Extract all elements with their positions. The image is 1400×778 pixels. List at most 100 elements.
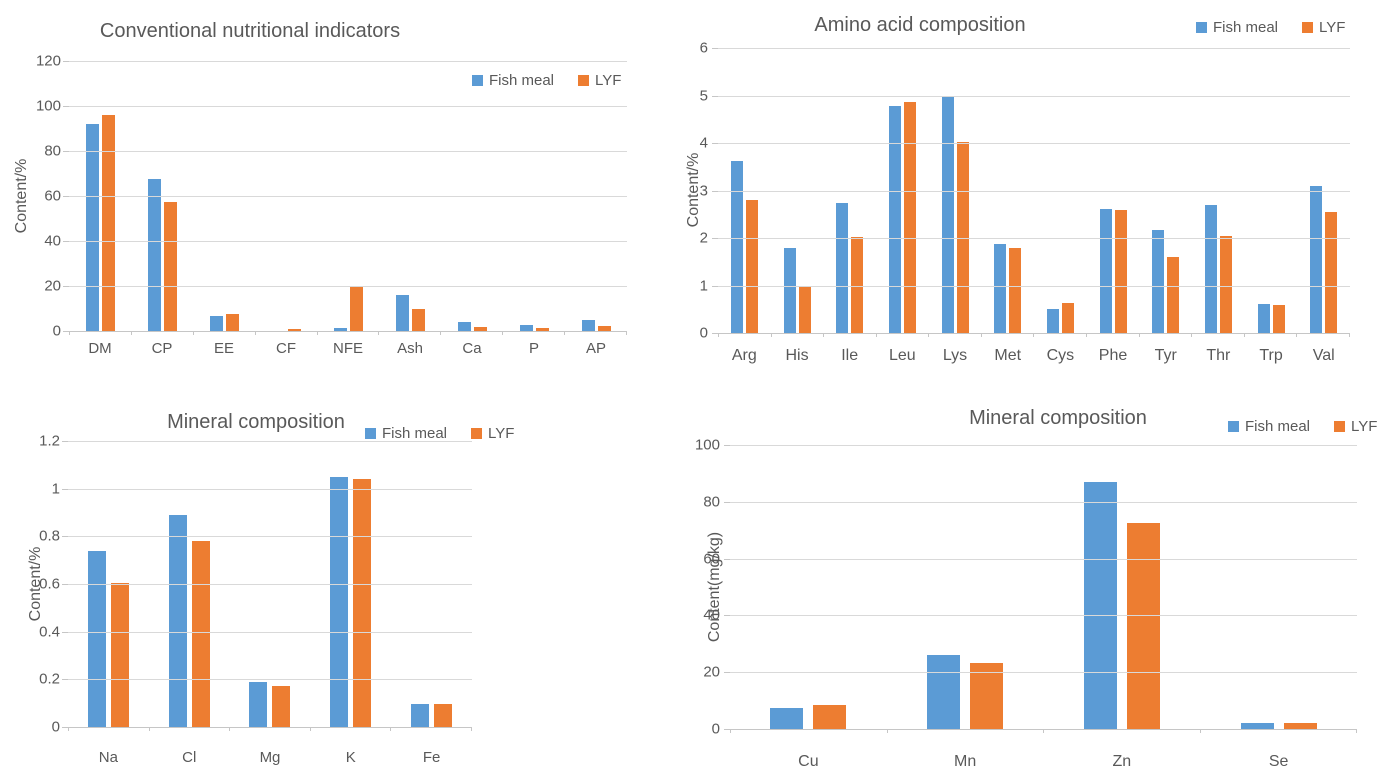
x-axis-tick-cell: [503, 331, 566, 335]
bar-group: [771, 48, 824, 333]
bar: [770, 708, 804, 729]
x-axis-label: Fe: [422, 749, 441, 766]
gridline: [730, 445, 1357, 446]
x-axis-label: Phe: [1098, 347, 1128, 364]
x-axis-tick-cell: [1201, 729, 1357, 733]
y-axis-tick-label: 40: [703, 606, 720, 624]
bar-group: [193, 61, 255, 331]
bar: [851, 236, 864, 333]
y-axis-tickmark: [724, 672, 730, 674]
y-axis-tickmark: [724, 558, 730, 560]
bar-group: [823, 48, 876, 333]
y-axis-tickmark: [712, 285, 718, 287]
bar: [941, 95, 954, 333]
bar: [813, 705, 847, 729]
bar-group: [1297, 48, 1350, 333]
bar-group: [230, 441, 311, 727]
bar-group: [68, 441, 149, 727]
bar: [147, 179, 161, 331]
x-axis-labels: Cu Mn Zn Se: [730, 753, 1357, 771]
y-axis-tickmark: [63, 286, 69, 287]
x-axis-label: Cl: [182, 749, 197, 766]
y-axis-tickmark: [712, 238, 718, 239]
y-axis-tick-label: 80: [703, 493, 720, 511]
x-axis-label: Cys: [1046, 347, 1075, 364]
legend-label-fish-meal: Fish meal: [489, 72, 555, 89]
x-axis-label: DM: [88, 340, 112, 357]
legend-swatch-fish-meal-icon: [1228, 421, 1239, 432]
y-axis-tick-label: 100: [694, 436, 720, 454]
y-axis-tickmark: [712, 190, 718, 192]
gridline: [69, 106, 627, 107]
bar-group: [131, 61, 193, 331]
legend-swatch-fish-meal-icon: [365, 428, 376, 439]
gridline: [69, 196, 627, 197]
bar: [1257, 303, 1270, 333]
gridline: [718, 238, 1350, 239]
x-axis-tick-cell: [982, 333, 1035, 337]
x-axis-label: CF: [276, 340, 296, 357]
bar-group: [929, 48, 982, 333]
y-axis-tick-label: 0: [52, 322, 61, 340]
bar: [1099, 208, 1112, 333]
bar: [225, 314, 239, 331]
y-axis-tickmark: [63, 196, 69, 197]
x-axis-tick-cell: [379, 331, 442, 335]
bar-group: [1034, 48, 1087, 333]
legend-label-lyf: LYF: [595, 72, 622, 89]
legend-item-lyf: LYF: [1334, 418, 1377, 435]
x-axis-tick-cell: [1192, 333, 1245, 337]
y-axis-tick-labels: 0 1 2 3 4 5 6: [680, 40, 708, 342]
gridline: [69, 241, 627, 242]
x-axis-tick-cell: [132, 331, 194, 335]
bar-group: [441, 61, 503, 331]
x-axis-label: Na: [98, 749, 118, 766]
chart-title: Amino acid composition: [814, 14, 1026, 36]
bar: [1009, 248, 1022, 333]
x-axis-tickmarks: [68, 727, 472, 731]
bar: [110, 582, 129, 727]
x-axis-label: Leu: [889, 347, 916, 364]
y-axis-tick-label: 2: [699, 229, 708, 247]
y-axis-tickmark: [724, 445, 730, 446]
x-axis-label: Tyr: [1154, 347, 1177, 364]
x-axis-tick-cell: [1297, 333, 1350, 337]
bar: [85, 124, 99, 331]
bar: [457, 322, 471, 331]
y-axis-tick-label: 6: [699, 39, 708, 57]
bar: [519, 324, 533, 331]
x-axis-tick-cell: [565, 331, 628, 335]
x-axis-tick-cell: [877, 333, 930, 337]
bar: [209, 316, 223, 331]
legend-swatch-lyf-icon: [578, 75, 590, 86]
gridline: [68, 584, 472, 585]
y-axis-tickmark: [63, 241, 69, 242]
legend-item-fish-meal: Fish meal: [472, 72, 554, 89]
bar: [970, 662, 1004, 729]
y-axis-tick-label: 40: [44, 232, 61, 250]
bar: [353, 479, 372, 727]
bar-group: [503, 61, 565, 331]
x-axis-tick-cell: [718, 333, 772, 337]
y-axis-tickmark: [63, 151, 69, 152]
gridline: [68, 488, 472, 490]
y-axis-tick-labels: 0 0.2 0.4 0.6 0.8 1 1.2: [14, 433, 60, 736]
y-axis-tick-label: 1: [51, 480, 60, 498]
x-axis-labels: Na Cl Mg K Fe: [68, 749, 472, 766]
x-axis-tick-cell: [441, 331, 504, 335]
x-axis-tick-cell: [1245, 333, 1298, 337]
y-axis-tick-label: 1: [699, 277, 708, 294]
bar: [249, 681, 268, 727]
x-axis-label: His: [785, 347, 809, 364]
y-axis-tick-label: 20: [703, 663, 720, 681]
y-axis-tick-labels: 0 20 40 60 80 100: [692, 437, 720, 738]
x-axis-tick-cell: [391, 727, 472, 731]
x-axis-label: P: [528, 340, 539, 357]
gridline: [69, 61, 627, 62]
x-axis-label: EE: [213, 340, 234, 357]
bar: [581, 320, 595, 331]
x-axis-tickmarks: [730, 729, 1357, 733]
bar-group: [565, 61, 627, 331]
bar: [168, 514, 187, 727]
bar: [1061, 302, 1074, 333]
